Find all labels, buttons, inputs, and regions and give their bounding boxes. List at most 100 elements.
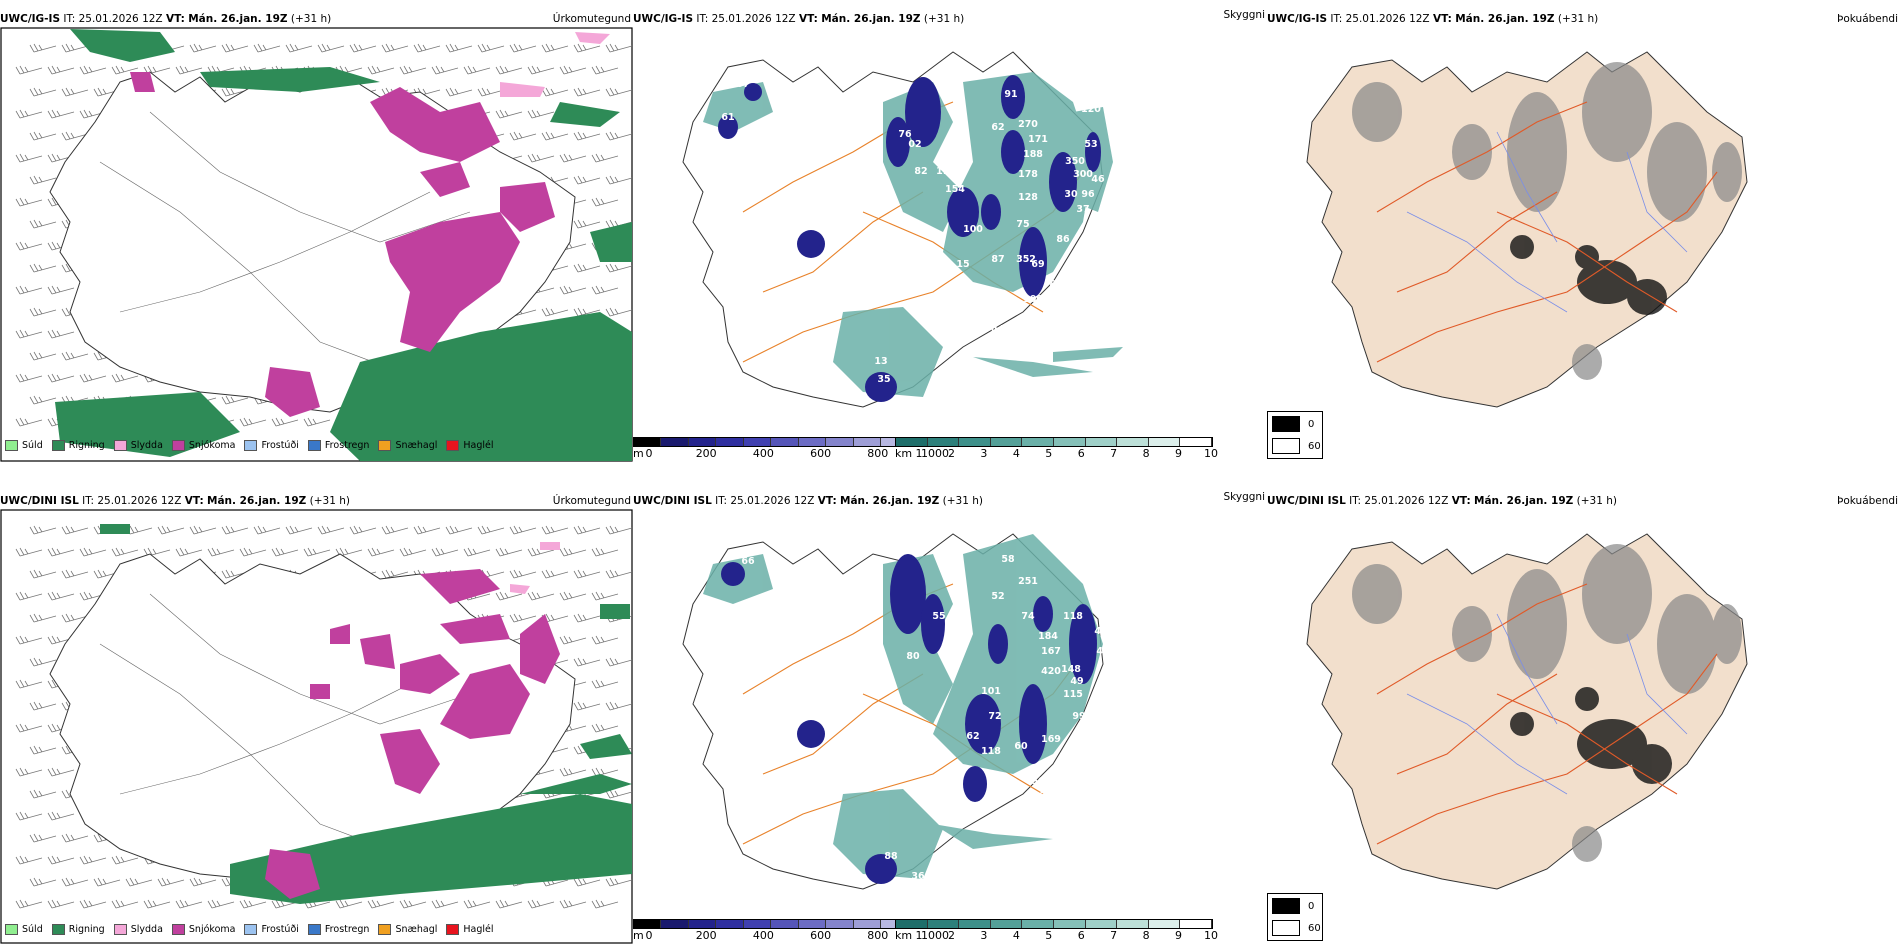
vt-value: Mán. 26.jan. 19Z <box>207 495 307 507</box>
wind-barb <box>15 329 43 339</box>
it-label: IT: <box>1349 495 1362 507</box>
colorbar-tick: 800 <box>867 929 889 942</box>
cloud-base-label: 86 <box>1056 234 1070 245</box>
wind-barb <box>605 175 633 185</box>
wind-barb <box>15 635 43 645</box>
model-name: UWC/DINI ISL <box>633 495 712 507</box>
colorbar-cell <box>771 438 799 446</box>
wind-barb <box>93 87 121 97</box>
wind-barb <box>573 87 601 97</box>
colorbar-cell <box>743 920 772 928</box>
wind-barb <box>367 65 395 75</box>
wind-barb <box>605 657 633 667</box>
cloud-base-label: 62 <box>991 122 1004 133</box>
colorbar-tick: 7 <box>1110 929 1118 942</box>
wind-barb <box>111 373 139 383</box>
wind-barb <box>15 855 43 865</box>
colorbar-cell <box>853 438 882 446</box>
it-value: 25.01.2026 12Z <box>711 13 796 25</box>
wind-barb <box>559 153 587 163</box>
wind-barb <box>573 877 601 887</box>
colorbar-tick: 4 <box>1012 447 1020 460</box>
colorbar-tick: 600 <box>810 447 832 460</box>
cloud-base-label: 251 <box>1018 576 1038 587</box>
colorbar-cell <box>1053 920 1086 928</box>
vt-value: Mán. 26.jan. 19Z <box>1455 13 1555 25</box>
wind-barb <box>15 899 43 909</box>
wind-barb <box>271 417 299 427</box>
legend-label: Súld <box>22 440 43 451</box>
wind-barb <box>591 723 619 733</box>
legend-item: Rigning <box>51 440 105 451</box>
colorbar-tick: 800 <box>867 447 889 460</box>
wind-barb <box>541 877 569 887</box>
colorbar-cell <box>634 438 662 446</box>
wind-barb <box>111 855 139 865</box>
legend-swatch <box>5 924 18 935</box>
wind-barb <box>367 547 395 557</box>
wind-barb <box>605 131 633 141</box>
vt-label: VT: <box>1451 495 1471 507</box>
colorbar-cell <box>798 920 827 928</box>
legend-item: Snjókoma <box>171 440 235 451</box>
wind-barb <box>143 899 171 909</box>
cloud-base-label: 69 <box>916 241 929 252</box>
wind-barb <box>591 153 619 163</box>
colorbar-tick: 600 <box>810 929 832 942</box>
wind-barb <box>317 525 345 535</box>
wind-barb <box>61 87 89 97</box>
cloud-base-label: 69 <box>1031 259 1044 270</box>
wind-barb <box>47 547 75 557</box>
wind-barb <box>591 591 619 601</box>
lead-time: (+31 h) <box>923 13 965 25</box>
legend-item: Snjókoma <box>171 924 236 935</box>
cloud-base-label: 128 <box>1018 192 1038 203</box>
colorbar-cell <box>634 920 662 928</box>
cloud-base-label: 154 <box>945 184 965 195</box>
wind-barb <box>591 635 619 645</box>
vt-value: Mán. 26.jan. 19Z <box>840 495 940 507</box>
it-value: 25.01.2026 12Z <box>97 495 182 507</box>
wind-barb <box>591 767 619 777</box>
wind-barb <box>573 263 601 273</box>
wind-barb <box>527 899 555 909</box>
cloud-base-label: 49 <box>1070 676 1083 687</box>
wind-barb <box>509 613 537 623</box>
wind-barb <box>15 767 43 777</box>
fog-legend-label: 60 <box>1308 440 1321 452</box>
cloud-base-label: 76 <box>898 129 912 140</box>
wind-barb <box>189 877 217 887</box>
fog-legend-item: 60 <box>1272 438 1321 454</box>
wind-barb <box>541 789 569 799</box>
vt-label: VT: <box>798 13 818 25</box>
wind-barb <box>61 833 89 843</box>
wind-barb <box>605 701 633 711</box>
wind-barb <box>61 613 89 623</box>
it-label: IT: <box>82 495 95 507</box>
legend-item: Snæhagl <box>378 440 437 451</box>
wind-barb <box>541 87 569 97</box>
wind-barb <box>495 109 523 119</box>
colorbar-tick: 2 <box>947 447 955 460</box>
wind-barb <box>239 547 267 557</box>
cloud-base-label: 36 <box>911 871 925 882</box>
legend-label: Rigning <box>68 924 105 935</box>
colorbar-tick: 5 <box>1045 929 1053 942</box>
wind-barb <box>15 417 43 427</box>
wind-barb <box>591 65 619 75</box>
vt-value: Mán. 26.jan. 19Z <box>1474 495 1574 507</box>
colorbar-tick: 10 <box>1204 929 1218 942</box>
wind-barb <box>79 855 107 865</box>
legend-label: Snjókoma <box>188 924 236 935</box>
cloud-base-label: 55 <box>932 611 945 622</box>
wind-barb <box>29 525 57 535</box>
wind-barb <box>29 701 57 711</box>
wind-barb <box>559 547 587 557</box>
wind-barb <box>509 131 537 141</box>
colorbar-cell <box>771 920 799 928</box>
wind-barb <box>125 877 153 887</box>
colorbar-tick: 0 <box>645 929 653 942</box>
lead-time: (+31 h) <box>942 495 983 507</box>
legend-item: Haglél <box>446 440 494 451</box>
colorbar-cell <box>959 920 991 928</box>
